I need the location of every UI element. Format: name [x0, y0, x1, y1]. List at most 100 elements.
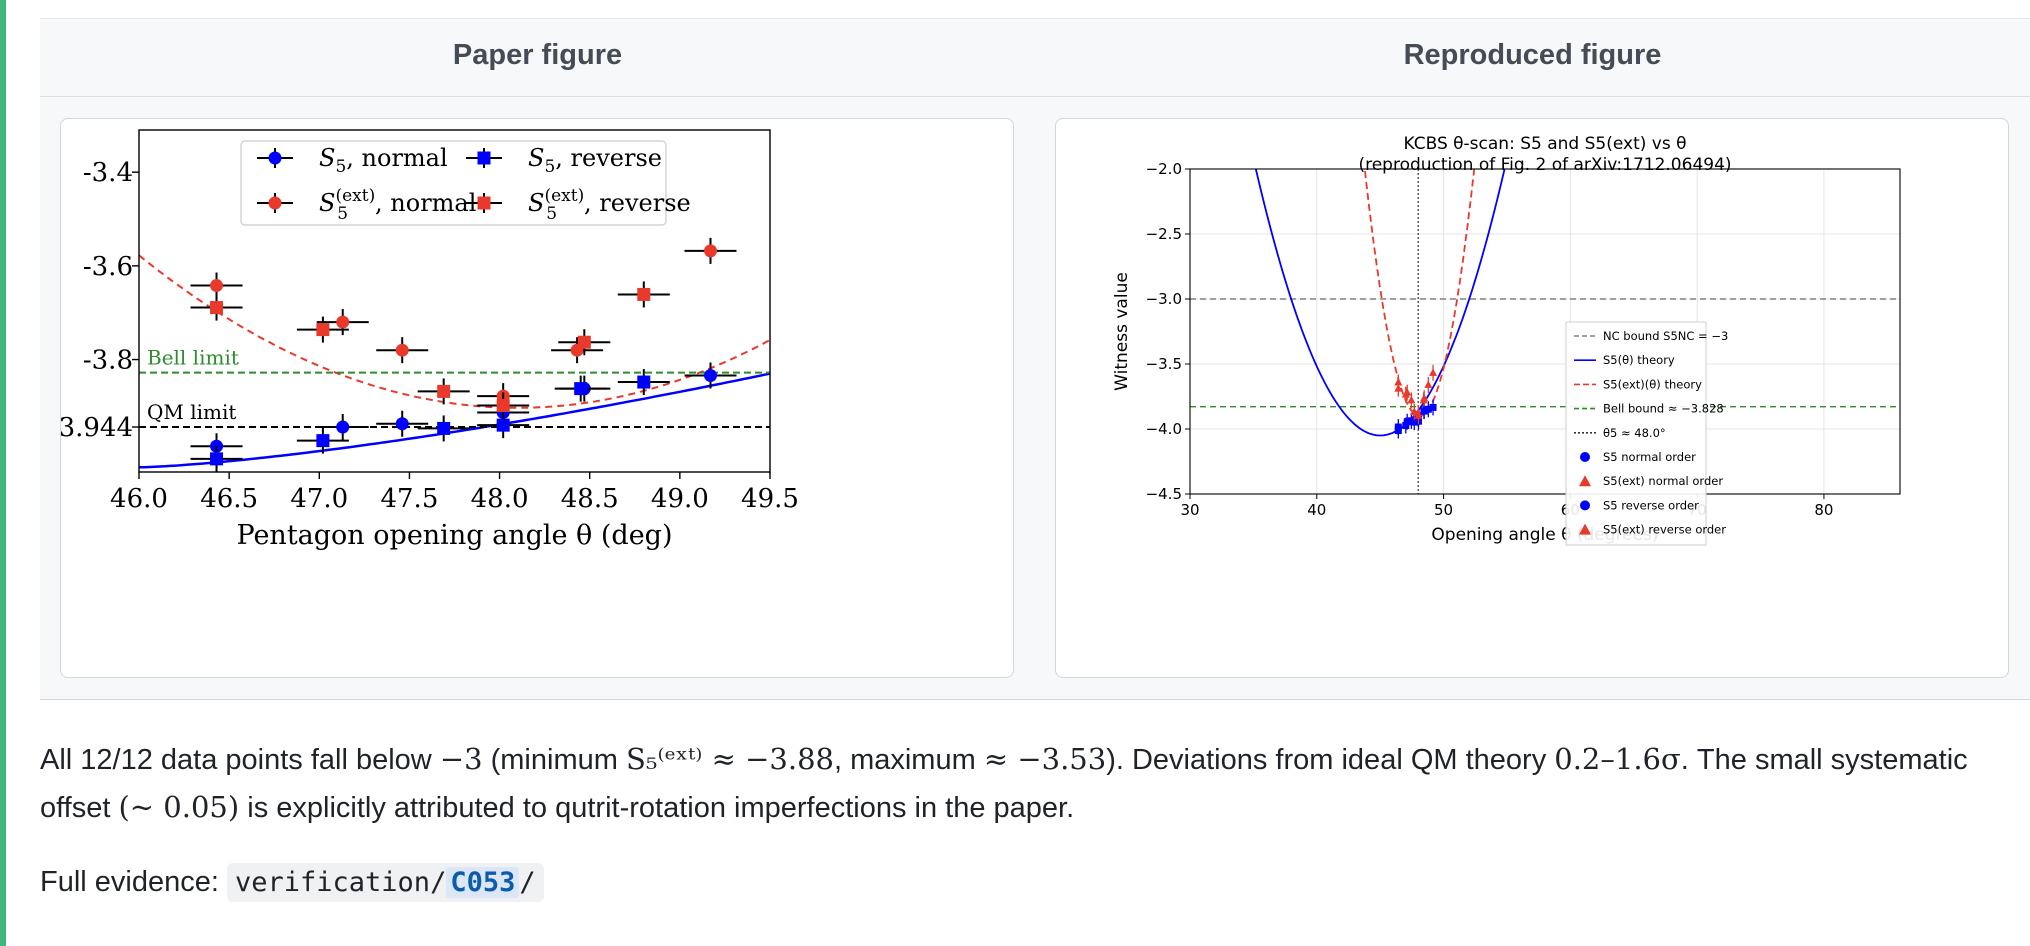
y-tick-label: -3.8 [83, 346, 133, 376]
s5-theory-curve [139, 372, 770, 469]
qm-limit-label: QM limit [147, 400, 236, 424]
x-tick-label: 46.0 [110, 484, 168, 514]
s5-reverse-order-point [1424, 405, 1432, 413]
x-tick-label: 50 [1434, 501, 1453, 519]
plot-frame [138, 129, 771, 473]
summary-math-1: −3 [439, 742, 483, 776]
y-tick-label: -3.944 [61, 413, 133, 443]
plot-frame [1189, 168, 1901, 495]
x-tick-label: 49.0 [651, 484, 709, 514]
s5-reverse-point [210, 452, 224, 466]
x-tick-label: 30 [1180, 501, 1199, 519]
legend-s5-normal-marker [268, 151, 282, 165]
legend-label-s5-ext-reverse-order: S5(ext) reverse order [1603, 523, 1726, 537]
evidence-label: Full evidence: [40, 866, 219, 898]
paper-figure-chart: Bell limit QM limit 46.0 46.5 47.0 47.5 48.0 48… [61, 129, 799, 551]
s5-ext-normal-order-point [1429, 368, 1438, 376]
summary-math-4: 0.2–1.6σ [1554, 742, 1681, 776]
s5-reverse-point [316, 434, 330, 448]
s5-ext-normal-order-point [1407, 395, 1416, 404]
evidence-path: verification/C053/ [227, 863, 544, 902]
evidence-line: Full evidence: verification/C053/ [40, 863, 544, 902]
bell-limit-label: Bell limit [147, 346, 239, 370]
y-tick-label: −2.5 [1146, 225, 1182, 243]
figure-comparison-table: Paper figure Reproduced figure Bell limi… [40, 18, 2030, 700]
s5-ext-reverse-order-point [1414, 411, 1423, 419]
s5ext-reverse-point [577, 335, 591, 349]
s5-reverse-point [496, 418, 510, 432]
summary-text-3: , maximum [833, 744, 984, 776]
x-tick-label: 47.5 [380, 484, 438, 514]
legend-label-s5-normal: S5, normal [319, 144, 448, 177]
s5-ext-reverse-order-point [1420, 393, 1429, 402]
s5-ext-reverse-order-point [1424, 380, 1433, 388]
summary-text-1: All 12/12 data points fall below [40, 744, 440, 776]
legend-s5-ext-normal-order-marker [1579, 475, 1591, 487]
legend-label-bell-bound-3-828: Bell bound ≈ −3.828 [1603, 402, 1724, 416]
summary-math-5: (∼ 0.05) [118, 790, 240, 824]
legend-label-s5-ext-theory: S5(ext)(θ) theory [1603, 377, 1702, 391]
s5-reverse-order-point [1394, 427, 1402, 435]
legend-label-s5-ext-normal-order: S5(ext) normal order [1603, 474, 1723, 488]
s5ext-reverse-point [637, 287, 651, 301]
y-tick-label: −4.5 [1146, 485, 1182, 503]
evidence-path-suffix: / [519, 867, 536, 898]
legend-label-nc-bound-s5nc-3: NC bound S5NC = −3 [1603, 329, 1728, 343]
y-tick-label: −2.0 [1146, 160, 1182, 178]
plot-background [1190, 169, 1900, 494]
x-tick-label: 48.5 [561, 484, 619, 514]
s5-reverse-point [437, 421, 451, 435]
x-tick-label: 80 [1814, 501, 1833, 519]
s5ext-normal-point [704, 244, 718, 258]
s5ext-normal-point [395, 343, 409, 357]
legend-label-s5-reverse: S5, reverse [528, 144, 662, 177]
y-tick-label: −4.0 [1146, 420, 1182, 438]
evidence-link[interactable]: C053 [446, 867, 520, 898]
s5ext-reverse-point [316, 323, 330, 337]
legend-label-s5-reverse-order: S5 reverse order [1603, 498, 1699, 512]
reproduced-figure-card: 304050607080−2.0−2.5−3.0−3.5−4.0−4.5Open… [1055, 118, 2009, 678]
s5-theory-curve [1254, 169, 1506, 437]
x-tick-label: 48.0 [471, 484, 529, 514]
y-tick-label: −3.0 [1146, 290, 1182, 308]
s5-normal-point [704, 368, 718, 382]
summary-paragraph: All 12/12 data points fall below −3 (min… [40, 736, 2000, 832]
x-axis-label: Pentagon opening angle θ (deg) [237, 520, 673, 551]
s5ext-normal-point [210, 279, 224, 293]
paper-figure-card: Bell limit QM limit 46.0 46.5 47.0 47.5 48.0 48… [60, 118, 1014, 678]
s5-reverse-order-point [1410, 418, 1418, 426]
x-tick-label: 49.5 [741, 484, 799, 514]
s5-reverse-order-point [1402, 421, 1410, 429]
s5-reverse-point [574, 382, 588, 396]
legend-label-s5-normal-order: S5 normal order [1603, 450, 1696, 464]
legend-s5-ext-reverse-order-marker [1579, 523, 1591, 535]
legend-label-s5-ext-normal: S(ext) 5, normal [319, 186, 476, 224]
summary-text-2: (minimum [482, 744, 626, 776]
s5ext-reverse-point [496, 398, 510, 412]
y-tick-label: -3.6 [83, 252, 133, 282]
chart-title-line2: (reproduction of Fig. 2 of arXiv:1712.06… [1358, 155, 1731, 175]
x-tick-label: 47.0 [290, 484, 348, 514]
legend-label-s5-theory: S5(θ) theory [1603, 353, 1675, 367]
summary-math-3: ≈ −3.53 [983, 742, 1107, 776]
legend-box [240, 140, 667, 226]
s5ext-normal-point [336, 315, 350, 329]
y-tick-label: −3.5 [1146, 355, 1182, 373]
s5-reverse-point [637, 375, 651, 389]
x-tick-label: 46.5 [200, 484, 258, 514]
s5-ext-reverse-order-point [1410, 407, 1419, 415]
legend-label-5-48-0: θ5 ≈ 48.0° [1603, 426, 1666, 440]
y-axis-label: Witness value [1112, 272, 1132, 391]
header-paper-figure: Paper figure [452, 39, 623, 71]
reproduced-figure-chart: 304050607080−2.0−2.5−3.0−3.5−4.0−4.5Open… [1112, 134, 1901, 546]
x-tick-label: 40 [1307, 501, 1326, 519]
summary-text-5: . The small systematic offset [40, 744, 1968, 824]
s5ext-reverse-point [437, 384, 451, 398]
s5ext-reverse-point [210, 301, 224, 315]
legend-s5-normal-order-marker [1580, 452, 1590, 462]
header-reproduced-figure: Reproduced figure [1403, 39, 1662, 71]
legend-s5-ext-reverse-marker [477, 196, 491, 210]
s5-reverse-order-point [1420, 407, 1428, 415]
s5-ext-reverse-order-point [1394, 384, 1403, 392]
legend-s5-reverse-marker [477, 151, 491, 165]
